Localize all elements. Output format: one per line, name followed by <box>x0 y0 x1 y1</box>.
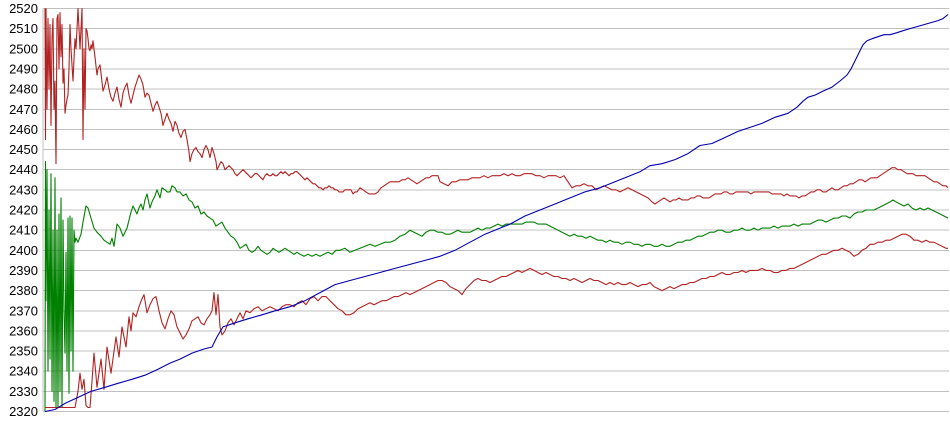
y-tick-label: 2390 <box>9 263 38 278</box>
y-tick-label: 2380 <box>9 283 38 298</box>
y-tick-label: 2440 <box>9 162 38 177</box>
y-tick-label: 2410 <box>9 223 38 238</box>
y-tick-label: 2460 <box>9 122 38 137</box>
y-tick-label: 2420 <box>9 203 38 218</box>
lower-red-band-line <box>45 233 948 409</box>
green-mid-line <box>44 161 949 412</box>
y-tick-label: 2520 <box>9 1 38 16</box>
y-tick-label: 2430 <box>9 182 38 197</box>
y-tick-label: 2450 <box>9 142 38 157</box>
y-tick-label: 2490 <box>9 61 38 76</box>
y-tick-label: 2500 <box>9 41 38 56</box>
y-tick-label: 2480 <box>9 82 38 97</box>
y-tick-label: 2330 <box>9 384 38 399</box>
y-tick-label: 2360 <box>9 323 38 338</box>
y-tick-label: 2350 <box>9 344 38 359</box>
blue-cumulative-line <box>44 14 949 413</box>
y-tick-label: 2340 <box>9 364 38 379</box>
y-tick-label: 2470 <box>9 102 38 117</box>
upper-red-band-line <box>44 7 949 205</box>
y-tick-label: 2370 <box>9 303 38 318</box>
y-tick-label: 2510 <box>9 21 38 36</box>
y-tick-label: 2320 <box>9 404 38 419</box>
y-tick-label: 2400 <box>9 243 38 258</box>
